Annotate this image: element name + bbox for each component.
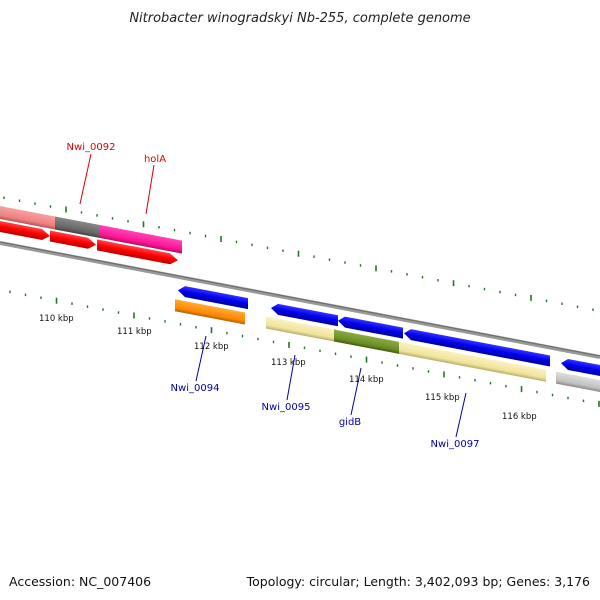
gene-arrow-nwi-0097[interactable]	[404, 328, 550, 367]
leader-line-nwi-0092	[79, 153, 92, 205]
gene-feature-lightgray[interactable]	[556, 371, 600, 396]
genome-summary-text: Topology: circular; Length: 3,402,093 bp…	[246, 574, 590, 589]
upper-tick-ruler	[3, 196, 594, 311]
leader-line-nwi-0095	[286, 354, 296, 401]
leader-line-nwi-0097	[455, 392, 467, 438]
accession-text: Accession: NC_007406	[9, 574, 151, 589]
genome-backbone-edge	[0, 241, 600, 357]
kbp-label: 116 kbp	[502, 412, 537, 422]
upper-feature-track	[0, 204, 182, 265]
map-title: Nitrobacter winogradskyi Nb-255, complet…	[129, 11, 470, 26]
kbp-label: 110 kbp	[39, 314, 74, 324]
kbp-label: 114 kbp	[349, 375, 384, 385]
gene-feature-gidb[interactable]	[334, 329, 399, 354]
gene-label-nwi-0097[interactable]: Nwi_0097	[431, 439, 480, 450]
gene-arrow-blue-2[interactable]	[271, 302, 338, 327]
gene-feature-salmon[interactable]	[0, 204, 55, 230]
gene-feature-gray[interactable]	[55, 216, 100, 239]
gene-feature-yellow-3[interactable]	[399, 341, 546, 382]
kbp-label: 113 kbp	[271, 358, 306, 368]
gene-label-nwi-0094[interactable]: Nwi_0094	[171, 383, 220, 394]
gene-feature-orange[interactable]	[175, 299, 245, 325]
label-leader-lines	[79, 153, 467, 438]
gene-arrow-blue-3[interactable]	[338, 315, 403, 339]
gene-label-hola[interactable]: holA	[144, 154, 166, 165]
leader-line-gidb	[350, 367, 362, 416]
gene-feature-nwi-0095[interactable]	[266, 316, 334, 342]
lower-feature-track	[175, 285, 600, 396]
gene-arrow-red-3[interactable]	[97, 239, 178, 265]
kbp-label: 112 kbp	[194, 342, 229, 352]
gene-label-gidb[interactable]: gidB	[339, 417, 361, 428]
gene-label-nwi-0095[interactable]: Nwi_0095	[262, 402, 311, 413]
leader-line-hola	[145, 164, 155, 215]
gene-feature-hola[interactable]	[100, 225, 182, 254]
leader-line-nwi-0094	[195, 335, 207, 382]
gene-arrow-blue-5[interactable]	[561, 358, 600, 378]
genome-backbone	[0, 241, 600, 359]
gene-arrow-nwi-0094[interactable]	[178, 285, 248, 310]
gene-labels: Nwi_0092 holA Nwi_0094 Nwi_0095 gidB Nwi…	[67, 142, 480, 450]
gene-label-nwi-0092[interactable]: Nwi_0092	[67, 142, 116, 153]
kbp-label: 115 kbp	[425, 393, 460, 403]
kbp-scale-labels: 110 kbp 111 kbp 112 kbp 113 kbp 114 kbp …	[39, 314, 537, 422]
gene-arrow-red-2[interactable]	[50, 230, 96, 251]
kbp-label: 111 kbp	[117, 327, 152, 337]
lower-tick-ruler	[9, 290, 600, 407]
gene-arrow-red-1[interactable]	[0, 219, 50, 241]
